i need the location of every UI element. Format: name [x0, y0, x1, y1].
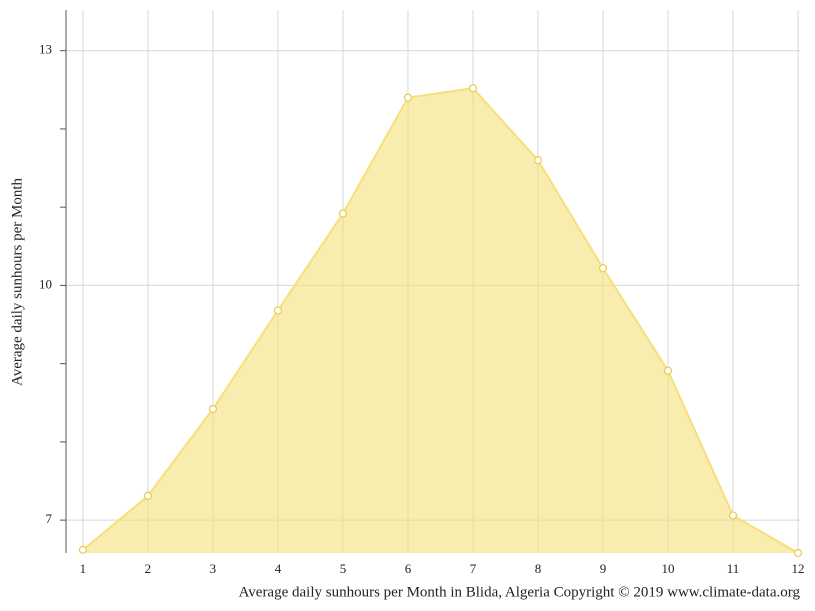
y-tick-label: 7 — [46, 511, 53, 526]
point — [728, 511, 738, 520]
x-tick-label: 12 — [792, 561, 805, 576]
point — [338, 209, 348, 218]
x-tick-label: 9 — [600, 561, 607, 576]
y-tick-label: 10 — [39, 276, 52, 291]
x-tick-label: 1 — [80, 561, 87, 576]
x-tick-label: 7 — [470, 561, 477, 576]
point — [793, 548, 803, 558]
y-tick-label: 13 — [39, 42, 52, 57]
point — [208, 404, 218, 414]
caption: Average daily sunhours per Month in Blid… — [239, 584, 801, 600]
x-tick-label: 6 — [405, 561, 412, 576]
point — [403, 93, 413, 102]
x-tick-label: 11 — [727, 561, 740, 576]
x-tick-label: 2 — [145, 561, 152, 576]
x-tick-label: 8 — [535, 561, 542, 576]
point — [598, 264, 608, 273]
x-tick-label: 3 — [210, 561, 217, 576]
line — [82, 87, 799, 554]
point — [78, 545, 88, 554]
x-tick-label: 10 — [662, 561, 675, 576]
point — [533, 156, 543, 165]
point — [273, 306, 283, 315]
area — [82, 88, 799, 554]
point — [663, 366, 673, 375]
y-axis-label: Average daily sunhours per Month — [9, 178, 25, 387]
x-tick-label: 5 — [340, 561, 347, 576]
point — [468, 84, 478, 93]
x-tick-label: 4 — [275, 561, 282, 576]
point — [143, 491, 153, 500]
